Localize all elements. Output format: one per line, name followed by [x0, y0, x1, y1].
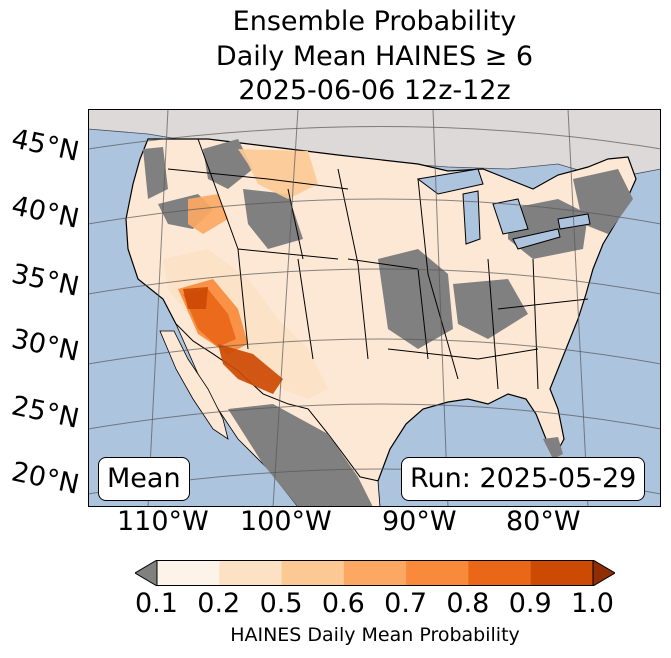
colorbar-over-arrow: [592, 560, 615, 586]
lat-label-30: 30°N: [8, 323, 82, 368]
lon-label-80w: 80°W: [506, 506, 581, 537]
lat-label-35: 35°N: [8, 258, 82, 303]
colorbar-outline: [156, 560, 594, 586]
missing-mid-south: [378, 249, 453, 349]
colorbar-tick-label: 0.2: [197, 588, 241, 619]
colorbar-cell: [530, 560, 594, 586]
lat-label-45: 45°N: [8, 123, 82, 168]
lake-erie: [512, 228, 561, 250]
lon-label-100w: 100°W: [240, 506, 332, 537]
title-line-3: 2025-06-06 12z-12z: [238, 75, 511, 106]
lat-40: [88, 198, 661, 225]
missing-florida: [543, 437, 563, 459]
lon-100: [272, 109, 299, 507]
state-borders: [167, 138, 589, 390]
lon-label-110w: 110°W: [117, 506, 209, 537]
lon-label-90w: 90°W: [382, 506, 457, 537]
colorbar-cell: [281, 560, 345, 586]
map-frame: [88, 109, 661, 507]
colorbar-cell: [219, 560, 283, 586]
prob-montana-05: [238, 149, 318, 199]
lat-label-20: 20°N: [8, 456, 82, 501]
colorbar-tick-label: 0.7: [384, 588, 428, 619]
colorbar-cell: [343, 560, 407, 586]
lake-superior: [416, 168, 484, 195]
lat-35: [88, 268, 661, 295]
canada-land: [88, 109, 661, 180]
colorbar-tick-label: 0.9: [508, 588, 552, 619]
stat-label-box: Mean: [98, 457, 190, 501]
prob-oregon-06: [188, 194, 228, 234]
lon-80: [567, 109, 589, 507]
missing-sierra-madre: [228, 404, 373, 507]
lat-25: [88, 403, 661, 430]
run-date-box: Run: 2025-05-29: [401, 457, 646, 501]
baja-peninsula: [159, 330, 229, 440]
colorbar: [135, 560, 615, 586]
lat-45: [88, 126, 661, 150]
colorbar-under-arrow: [135, 560, 158, 586]
prob-mexico-08: [218, 344, 283, 394]
colorbar-cell: [406, 560, 469, 586]
lat-label-25: 25°N: [8, 390, 82, 435]
colorbar-tick-label: 0.8: [446, 588, 490, 619]
lat-label-40: 40°N: [8, 190, 82, 235]
missing-southeast: [453, 279, 528, 339]
colorbar-tick-label: 0.5: [259, 588, 303, 619]
colorbar-tick-label: 1.0: [571, 588, 614, 619]
state-line-1: [167, 138, 589, 390]
title-line-2: Daily Mean HAINES ≥ 6: [215, 41, 534, 72]
lake-huron: [492, 198, 529, 235]
title-line-1: Ensemble Probability: [232, 6, 517, 37]
colorbar-tick-label: 0.6: [321, 588, 365, 619]
prob-arizona-09: [183, 287, 208, 309]
missing-pacific-nw: [143, 147, 168, 199]
colorbar-tick-label: 0.1: [135, 588, 178, 619]
colorbar-cell: [468, 560, 532, 586]
lon-110: [147, 109, 169, 507]
lat-30: [88, 338, 661, 365]
colorbar-cell: [157, 560, 220, 586]
lake-michigan: [462, 190, 481, 245]
probability-map: [88, 109, 661, 507]
colorbar-label: HAINES Daily Mean Probability: [230, 624, 520, 646]
lon-90: [432, 109, 449, 507]
